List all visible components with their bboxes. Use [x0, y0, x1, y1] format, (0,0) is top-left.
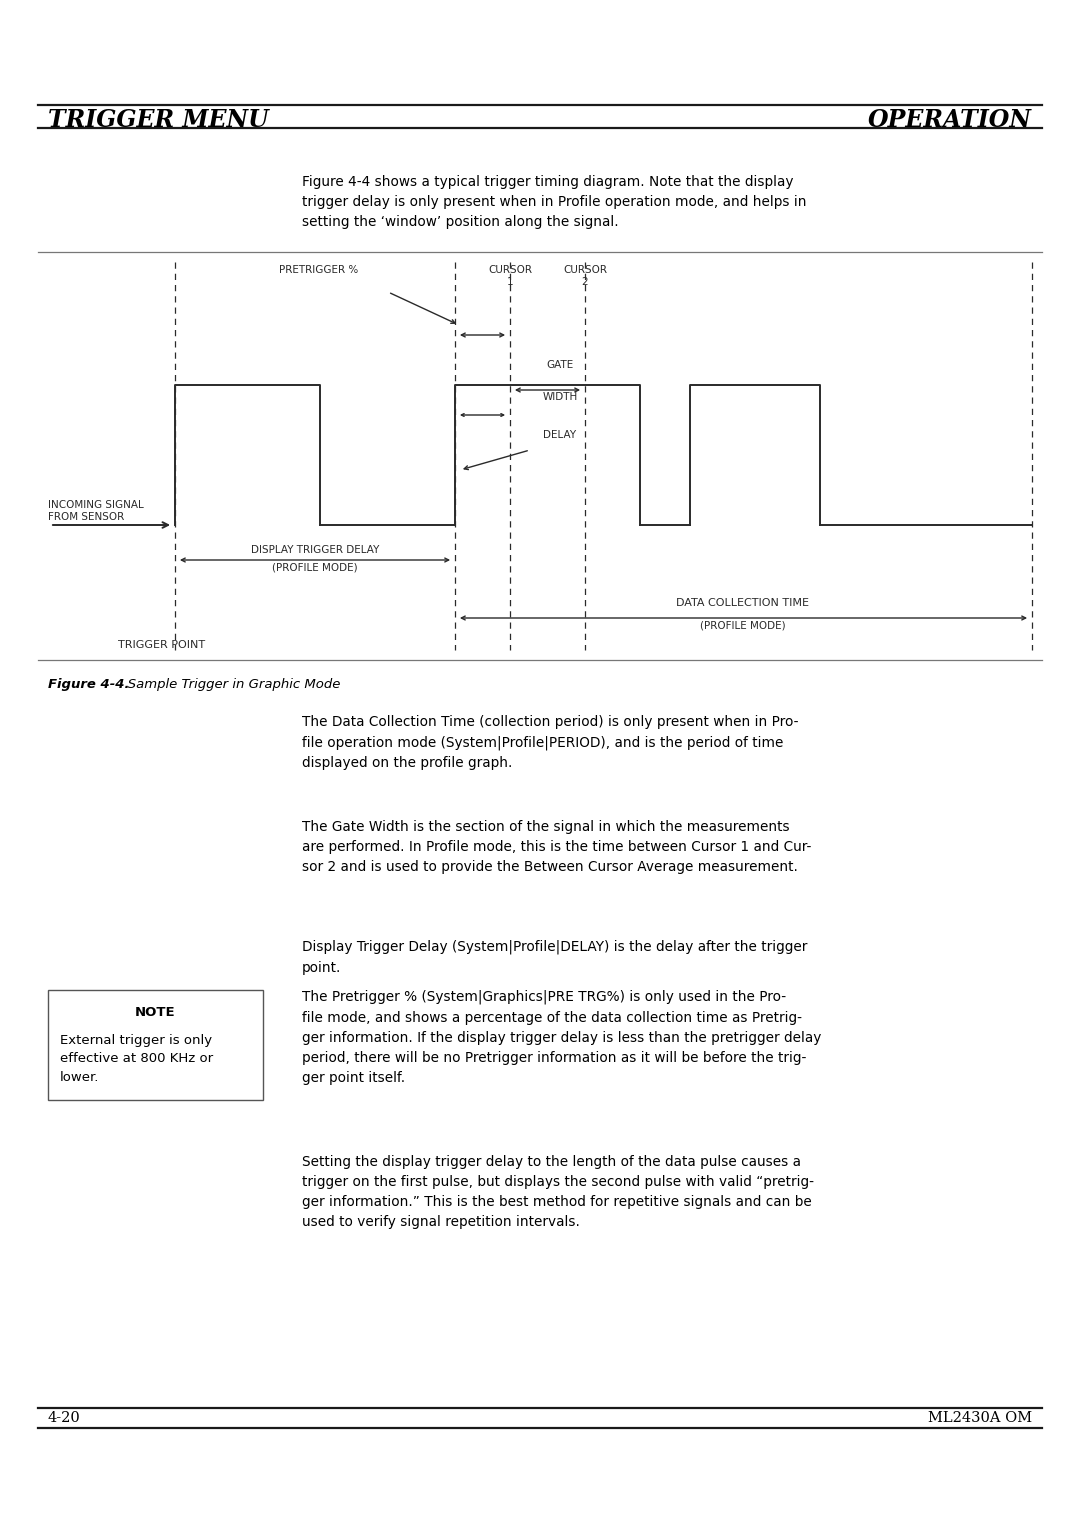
Text: TRIGGER POINT: TRIGGER POINT [118, 640, 205, 649]
Text: OPERATION: OPERATION [868, 108, 1032, 131]
Text: Setting the display trigger delay to the length of the data pulse causes a
trigg: Setting the display trigger delay to the… [302, 1155, 814, 1229]
Text: WIDTH: WIDTH [542, 393, 578, 402]
Text: CURSOR
2: CURSOR 2 [563, 264, 607, 287]
Text: ML2430A OM: ML2430A OM [928, 1410, 1032, 1426]
Text: INCOMING SIGNAL
FROM SENSOR: INCOMING SIGNAL FROM SENSOR [48, 500, 144, 523]
Text: Figure 4-4 shows a typical trigger timing diagram. Note that the display
trigger: Figure 4-4 shows a typical trigger timin… [302, 176, 807, 229]
Text: The Data Collection Time (collection period) is only present when in Pro-
file o: The Data Collection Time (collection per… [302, 715, 798, 770]
Text: Figure 4-4.: Figure 4-4. [48, 678, 130, 691]
Text: (PROFILE MODE): (PROFILE MODE) [272, 562, 357, 571]
Text: (PROFILE MODE): (PROFILE MODE) [700, 620, 786, 630]
Text: PRETRIGGER %: PRETRIGGER % [279, 264, 357, 275]
Text: GATE: GATE [546, 361, 573, 370]
Text: The Gate Width is the section of the signal in which the measurements
are perfor: The Gate Width is the section of the sig… [302, 821, 811, 874]
Text: 4-20: 4-20 [48, 1410, 81, 1426]
Text: Sample Trigger in Graphic Mode: Sample Trigger in Graphic Mode [114, 678, 340, 691]
Text: TRIGGER MENU: TRIGGER MENU [48, 108, 269, 131]
Text: DELAY: DELAY [543, 429, 577, 440]
Bar [48, 990, 264, 1100]
Text: External trigger is only
effective at 800 KHz or
lower.: External trigger is only effective at 80… [60, 1034, 213, 1083]
Text: DATA COLLECTION TIME: DATA COLLECTION TIME [676, 597, 810, 608]
Text: The Pretrigger % (System|Graphics|PRE TRG%) is only used in the Pro-
file mode, : The Pretrigger % (System|Graphics|PRE TR… [302, 990, 822, 1085]
Text: CURSOR
1: CURSOR 1 [488, 264, 532, 287]
Text: Display Trigger Delay (System|Profile|DELAY) is the delay after the trigger
poin: Display Trigger Delay (System|Profile|DE… [302, 940, 808, 975]
Text: DISPLAY TRIGGER DELAY: DISPLAY TRIGGER DELAY [251, 545, 379, 555]
Text: NOTE: NOTE [135, 1005, 176, 1019]
